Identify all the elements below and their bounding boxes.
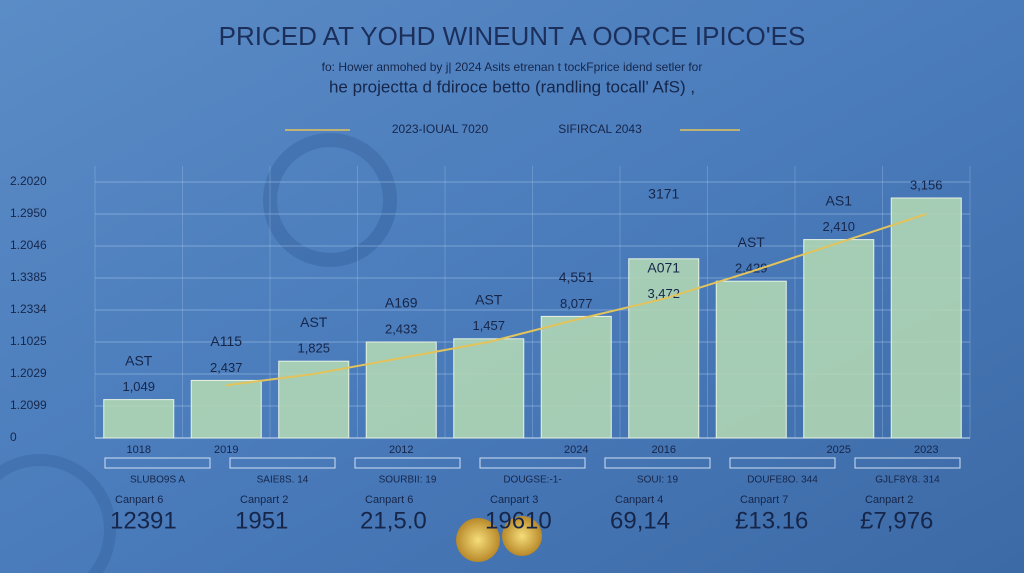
bar — [890, 197, 962, 439]
subtitle: fo: Hower anmohed by j| 2024 Asits etren… — [322, 60, 703, 74]
decor — [263, 133, 397, 267]
bar-label: 2,437 — [210, 360, 243, 375]
band-label: SAIE8S. 14 — [257, 475, 309, 486]
coin — [502, 516, 542, 556]
band — [604, 457, 711, 469]
card-label: Canpart 2 — [865, 494, 913, 506]
card-value: 21,5.0 — [360, 507, 427, 534]
bar-label: 3,472 — [647, 286, 680, 301]
bar-label: AST — [125, 352, 153, 368]
y-tick-label: 1.3385 — [10, 270, 47, 284]
bar-label: AST — [300, 314, 328, 330]
x-tick-label: 2019 — [214, 444, 238, 456]
bar — [190, 379, 262, 439]
y-tick-label: 1.2029 — [10, 366, 47, 380]
card-label: Canpart 2 — [240, 494, 288, 506]
bar-label: 1,049 — [122, 379, 155, 394]
bar-label: 8,077 — [560, 296, 593, 311]
bar-label: A169 — [385, 295, 418, 311]
bar — [278, 360, 350, 439]
card-label: Canpart 4 — [615, 494, 663, 506]
x-tick-label: 2016 — [652, 444, 676, 456]
band-label: SLUBO9S A — [130, 475, 185, 486]
bar-label: 2,429 — [735, 261, 768, 276]
bar-label: 3171 — [648, 186, 679, 202]
subtitle: he projectta d fdiroce betto (randling t… — [329, 77, 695, 96]
bar — [365, 341, 437, 439]
y-tick-label: 0 — [10, 430, 17, 444]
trend-line — [226, 213, 927, 387]
card-label: Canpart 6 — [365, 494, 413, 506]
band — [354, 457, 461, 469]
band — [854, 457, 961, 469]
band — [729, 457, 836, 469]
bar-label: A115 — [210, 333, 242, 349]
bar-label: 1,457 — [472, 318, 505, 333]
band-label: DOUFE8O. 344 — [747, 475, 818, 486]
bar-label: 4,551 — [559, 269, 594, 285]
band — [229, 457, 336, 469]
card-label: Canpart 3 — [490, 494, 538, 506]
card-value: £13.16 — [735, 507, 808, 534]
card-value: 1951 — [235, 507, 288, 534]
bar-label: AS1 — [826, 192, 853, 208]
x-tick-label: 2012 — [389, 444, 413, 456]
band-label: SOURBII: 19 — [379, 475, 437, 486]
card-value: 12391 — [110, 507, 177, 534]
bar — [453, 338, 525, 439]
bar — [803, 239, 875, 439]
chart-title: PRICED AT YOHD WINEUNT A OORCE IPICO'ES — [219, 21, 806, 51]
card-value: 19610 — [485, 507, 552, 534]
bar-label: A071 — [647, 260, 680, 276]
y-tick-label: 1.2046 — [10, 238, 47, 252]
bar-label: 1,825 — [297, 341, 330, 356]
bar — [540, 315, 612, 439]
bar-label: AST — [738, 234, 766, 250]
band-label: DOUGSE:-1- — [503, 475, 561, 486]
x-tick-label: 2023 — [914, 444, 938, 456]
y-tick-label: 1.1025 — [10, 334, 47, 348]
bar-label: 2,433 — [385, 321, 418, 336]
bar — [103, 399, 175, 439]
band — [479, 457, 586, 469]
y-tick-label: 2.2020 — [10, 174, 47, 188]
card-value: £7,976 — [860, 507, 933, 534]
card-label: Canpart 6 — [115, 494, 163, 506]
decor — [0, 454, 116, 573]
card-label: Canpart 7 — [740, 494, 788, 506]
x-tick-label: 1018 — [127, 444, 151, 456]
x-tick-label: 2025 — [827, 444, 851, 456]
band — [104, 457, 211, 469]
band-label: SOUI: 19 — [637, 475, 679, 486]
coin — [456, 518, 500, 562]
y-tick-label: 1.2099 — [10, 398, 47, 412]
bar-label: 3,156 — [910, 177, 943, 192]
y-tick-label: 1.2334 — [10, 302, 47, 316]
band-label: GJLF8Y8. 314 — [875, 475, 940, 486]
bar — [628, 258, 700, 439]
annotation: SIFIRCAL 2043 — [558, 122, 642, 136]
card-value: 69,14 — [610, 507, 670, 534]
bar-label: 2,410 — [822, 219, 855, 234]
y-tick-label: 1.2950 — [10, 206, 47, 220]
annotation: 2023-IOUAL 7020 — [392, 122, 489, 136]
bar-label: AST — [475, 292, 503, 308]
x-tick-label: 2024 — [564, 444, 588, 456]
bar — [715, 280, 787, 439]
